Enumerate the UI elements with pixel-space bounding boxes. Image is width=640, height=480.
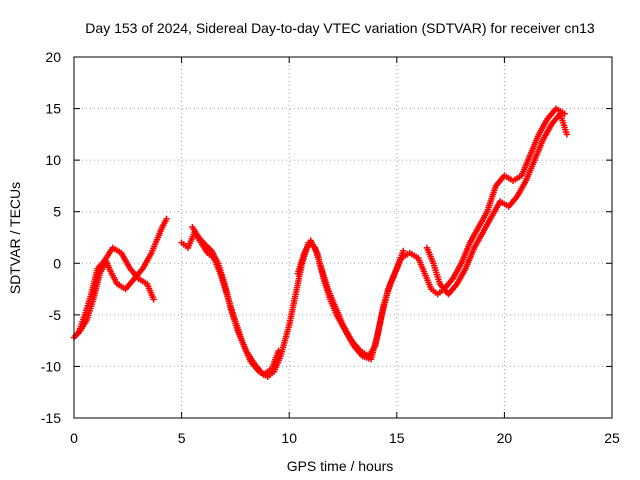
data-points bbox=[70, 105, 571, 380]
axis-ticks bbox=[73, 56, 613, 419]
data-point bbox=[563, 131, 571, 138]
y-tick-label: 10 bbox=[45, 152, 61, 168]
y-tick-label: 15 bbox=[45, 101, 61, 117]
y-tick-label: -10 bbox=[41, 358, 61, 374]
grid bbox=[74, 57, 612, 418]
data-point bbox=[150, 296, 157, 303]
x-tick-label: 10 bbox=[281, 430, 297, 446]
chart-title: Day 153 of 2024, Sidereal Day-to-day VTE… bbox=[85, 20, 595, 36]
x-tick-label: 20 bbox=[497, 430, 513, 446]
y-tick-label: 0 bbox=[53, 255, 61, 271]
x-tick-label: 25 bbox=[604, 430, 620, 446]
x-axis-label: GPS time / hours bbox=[287, 458, 394, 474]
x-tick-label: 15 bbox=[389, 430, 405, 446]
x-tick-label: 5 bbox=[178, 430, 186, 446]
tick-labels: 0 5 10 15 20 25 -15 -10 -5 0 5 10 15 20 bbox=[41, 49, 620, 446]
data-point bbox=[400, 247, 407, 255]
data-point bbox=[275, 347, 282, 355]
plot-frame bbox=[73, 56, 613, 419]
y-tick-label: -15 bbox=[41, 410, 61, 426]
data-point bbox=[163, 215, 170, 223]
y-tick-label: -5 bbox=[49, 307, 62, 323]
y-tick-label: 20 bbox=[45, 49, 61, 65]
x-tick-label: 0 bbox=[70, 430, 78, 446]
y-tick-label: 5 bbox=[53, 204, 61, 220]
y-axis-label: SDTVAR / TECUs bbox=[7, 182, 23, 294]
